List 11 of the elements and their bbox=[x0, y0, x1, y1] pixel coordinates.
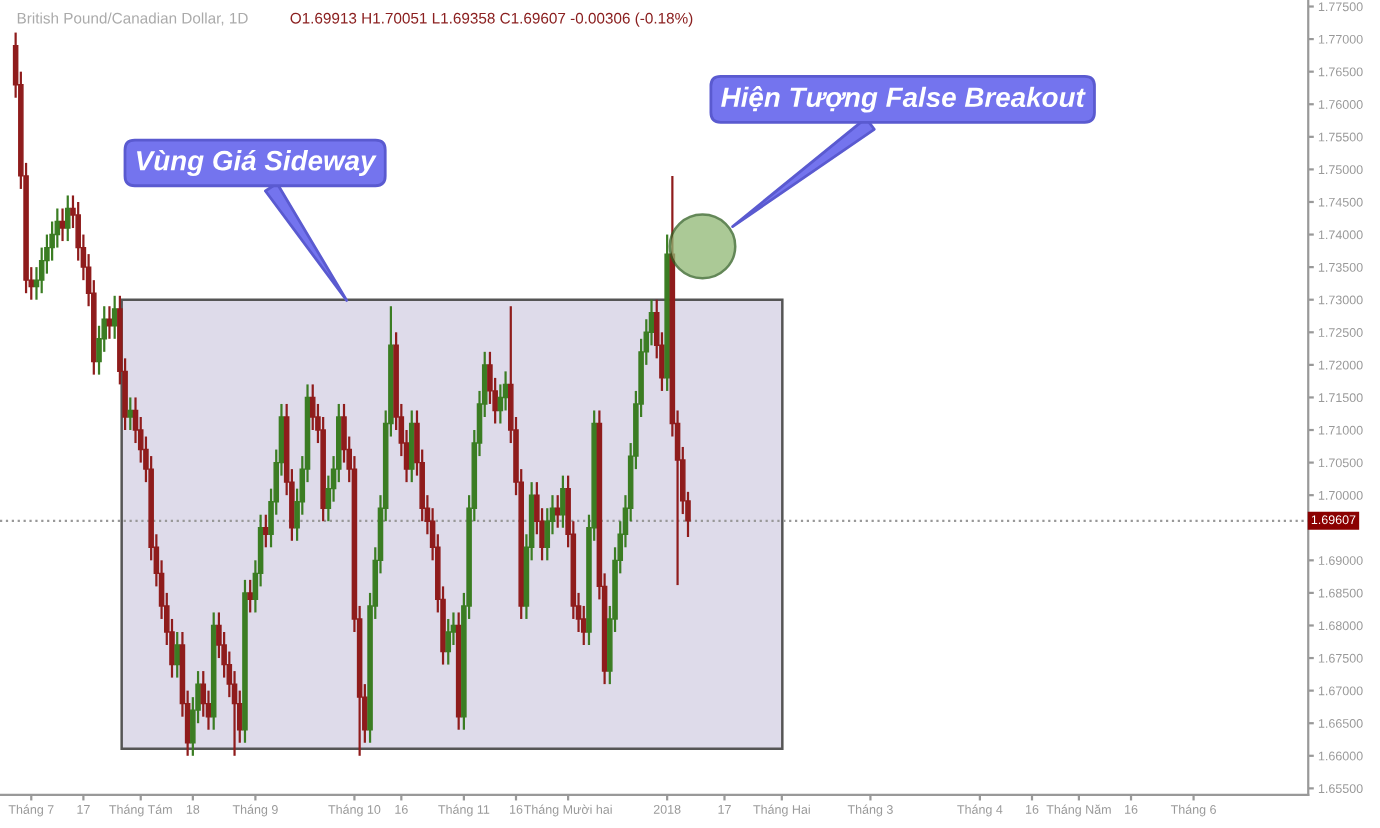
annotation: Hiện Tượng False Breakout bbox=[721, 86, 1086, 113]
candlestick bbox=[408, 409, 415, 484]
candlestick bbox=[263, 513, 269, 549]
candlestick bbox=[445, 617, 452, 666]
candlestick bbox=[247, 578, 253, 614]
candlestick bbox=[59, 207, 66, 243]
annotation: Vùng Giá Sideway bbox=[137, 149, 377, 177]
candlestick bbox=[111, 294, 118, 340]
candlestick bbox=[127, 396, 134, 432]
candlestick bbox=[64, 194, 71, 243]
candlestick bbox=[174, 630, 180, 679]
